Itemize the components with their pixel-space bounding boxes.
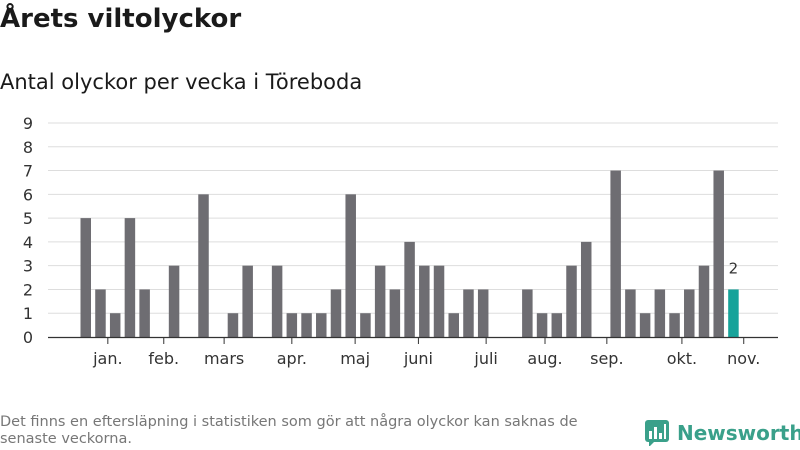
footnote: Det finns en eftersläpning i statistiken… [0,414,578,447]
y-tick-label: 9 [23,114,33,133]
bar [419,265,430,337]
bar [227,313,239,337]
x-tick-label: sep. [590,349,623,368]
x-tick-label: juli [473,349,497,368]
x-tick-label: mars [204,349,244,368]
bar [80,218,91,337]
bar [286,313,298,337]
bar [639,313,651,337]
bar [684,289,695,337]
bar-highlight [728,289,739,337]
bar [330,289,342,337]
bar [551,313,563,337]
y-tick-label: 1 [23,304,33,323]
bar [168,265,180,337]
bar [345,194,356,337]
bar [242,265,253,337]
bar [109,313,121,337]
bar [625,289,636,337]
bar [389,289,401,337]
bar [477,289,489,337]
x-tick-label: nov. [727,349,760,368]
bar [95,289,106,337]
bar [713,170,724,337]
x-tick-label: apr. [277,349,307,368]
x-tick-label: okt. [667,349,697,368]
bar [566,265,577,337]
bar [698,265,710,337]
bar [654,289,666,337]
y-tick-label: 2 [23,280,33,299]
bar [198,194,209,337]
x-tick-label: aug. [527,349,562,368]
bar [522,289,533,337]
y-tick-label: 8 [23,138,33,157]
bar [610,170,621,337]
bar [316,313,327,337]
bar [448,313,459,337]
chart-subtitle: Antal olyckor per vecka i Töreboda [0,70,363,94]
bar [301,313,312,337]
chart-title: Årets viltolyckor [0,4,242,34]
bar [124,218,136,337]
bar [433,265,445,337]
bar [404,241,415,337]
bar [580,241,592,337]
bar [536,313,548,337]
x-tick-label: jan. [92,349,122,368]
x-tick-label: feb. [148,349,179,368]
bar [463,289,474,337]
x-tick-label: juni [403,349,433,368]
data-label: 2 [729,259,739,277]
bar [374,265,386,337]
y-tick-label: 5 [23,209,33,228]
y-tick-label: 0 [23,328,33,347]
x-tick-label: maj [340,349,370,368]
y-tick-label: 3 [23,257,33,276]
y-tick-label: 7 [23,162,33,181]
brand-name: Newsworthy [677,421,800,445]
y-tick-label: 6 [23,185,33,204]
newsworthy-logo-icon [645,420,669,446]
bar [360,313,371,337]
bar [271,265,283,337]
bar [669,313,680,337]
y-tick-label: 4 [23,233,33,252]
bar [139,289,150,337]
newsworthy-logo: Newsworthy [645,420,800,446]
